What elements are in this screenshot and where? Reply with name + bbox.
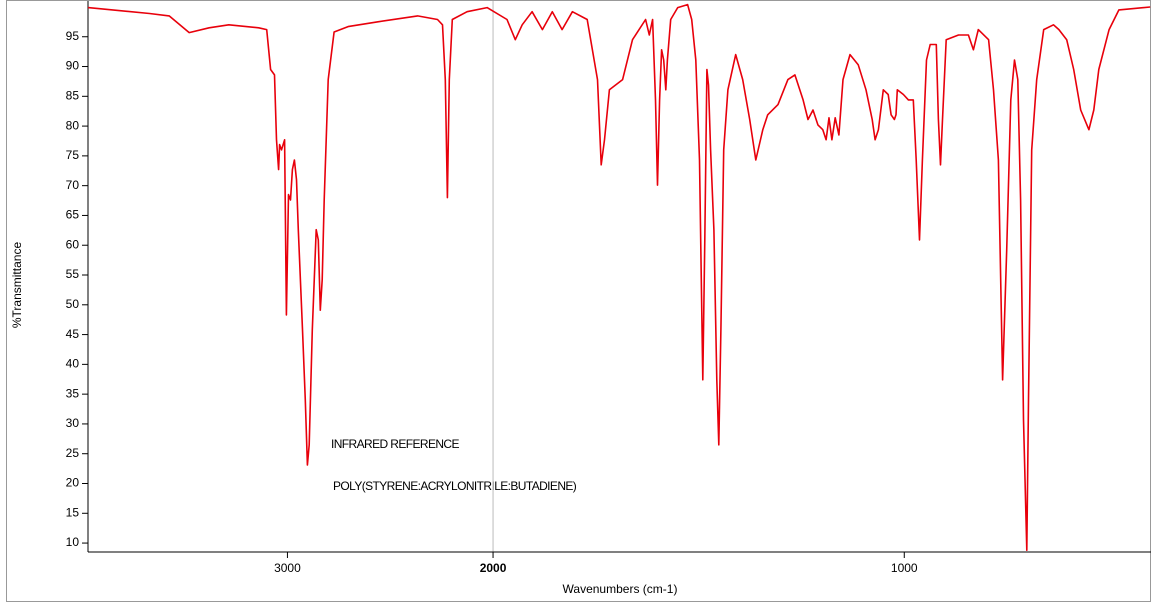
y-tick-label: 80 (66, 118, 80, 132)
y-tick-label: 90 (66, 59, 80, 73)
y-tick-label: 15 (66, 505, 80, 519)
y-tick-label: 20 (66, 476, 80, 490)
y-tick-label: 75 (66, 148, 80, 162)
y-axis-label: %Transmittance (10, 242, 24, 329)
y-tick-label: 30 (66, 416, 80, 430)
y-tick-label: 10 (66, 535, 80, 549)
y-tick-label: 45 (66, 327, 80, 341)
y-tick-label: 25 (66, 446, 80, 460)
annotation: INFRARED REFERENCE (331, 437, 459, 451)
y-tick-label: 50 (66, 297, 80, 311)
y-tick-label: 95 (66, 29, 80, 43)
x-tick-label: 1000 (891, 561, 918, 575)
y-tick-label: 85 (66, 88, 80, 102)
y-tick-label: 65 (66, 208, 80, 222)
y-tick-label: 40 (66, 357, 80, 371)
y-tick-label: 55 (66, 267, 80, 281)
spectrum-line (87, 3, 1151, 551)
y-tick-label: 35 (66, 386, 80, 400)
y-tick-label: 70 (66, 178, 80, 192)
y-tick-label: 60 (66, 237, 80, 251)
x-axis-label: Wavenumbers (cm-1) (563, 582, 678, 596)
annotation: POLY(STYRENE:ACRYLONITRILE:BUTADIENE) (333, 479, 577, 493)
x-tick-label: 3000 (274, 561, 301, 575)
outer-frame (6, 0, 1151, 602)
x-tick-label: 2000 (480, 561, 507, 575)
